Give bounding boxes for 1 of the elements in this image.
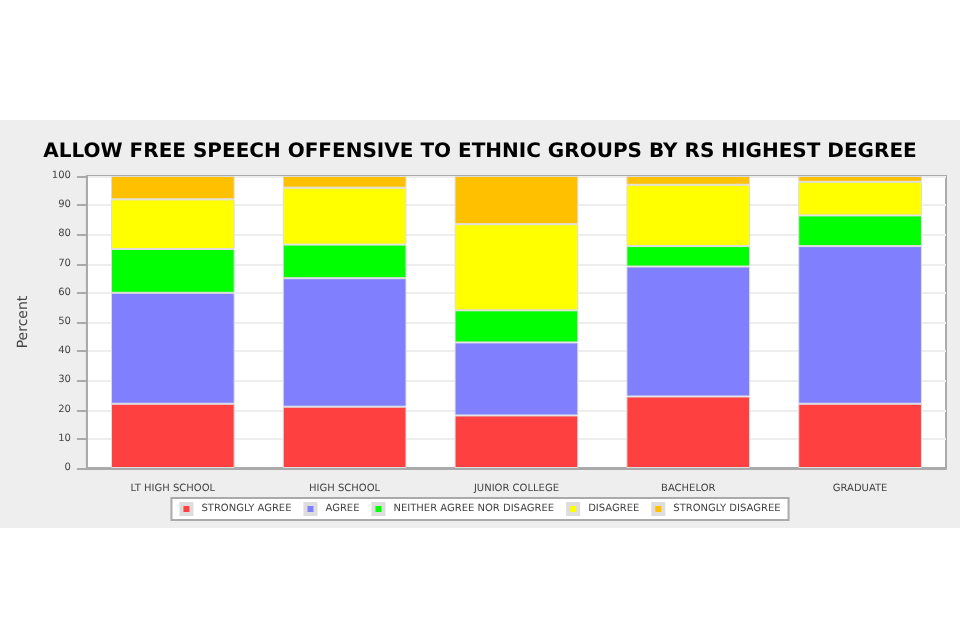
chart-title: ALLOW FREE SPEECH OFFENSIVE TO ETHNIC GROUPS BY RS HIGHEST DEGREE bbox=[43, 141, 918, 163]
